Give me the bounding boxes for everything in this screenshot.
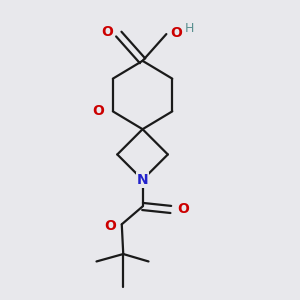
Text: O: O bbox=[102, 25, 113, 39]
Text: O: O bbox=[177, 202, 189, 216]
Text: N: N bbox=[137, 173, 148, 187]
Text: O: O bbox=[104, 219, 116, 233]
Text: O: O bbox=[93, 104, 104, 118]
Text: H: H bbox=[185, 22, 194, 34]
Text: O: O bbox=[170, 26, 182, 40]
